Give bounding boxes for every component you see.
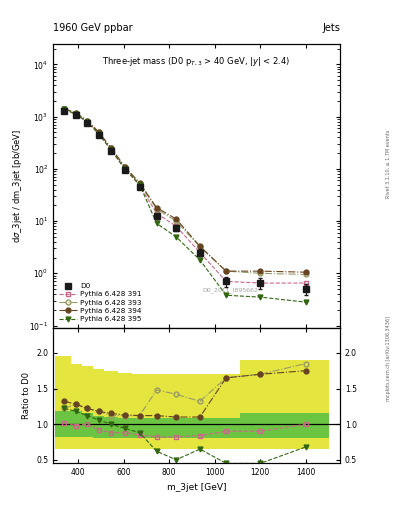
Text: Jets: Jets xyxy=(322,23,340,33)
Text: 1960 GeV ppbar: 1960 GeV ppbar xyxy=(53,23,133,33)
Text: D0_2011_I895662: D0_2011_I895662 xyxy=(202,287,258,293)
Text: Three-jet mass (D0 p$_{T,3}$ > 40 GeV, $|y|$ < 2.4): Three-jet mass (D0 p$_{T,3}$ > 40 GeV, $… xyxy=(103,55,290,68)
Text: Rivet 3.1.10, ≥ 1.7M events: Rivet 3.1.10, ≥ 1.7M events xyxy=(386,130,391,198)
Y-axis label: d$\sigma$_3jet / dm_3jet [pb/GeV]: d$\sigma$_3jet / dm_3jet [pb/GeV] xyxy=(11,129,24,243)
Legend: D0, Pythia 6.428 391, Pythia 6.428 393, Pythia 6.428 394, Pythia 6.428 395: D0, Pythia 6.428 391, Pythia 6.428 393, … xyxy=(57,281,143,324)
X-axis label: m_3jet [GeV]: m_3jet [GeV] xyxy=(167,483,226,492)
Y-axis label: Ratio to D0: Ratio to D0 xyxy=(22,372,31,419)
Text: mcplots.cern.ch [arXiv:1306.3436]: mcplots.cern.ch [arXiv:1306.3436] xyxy=(386,316,391,401)
